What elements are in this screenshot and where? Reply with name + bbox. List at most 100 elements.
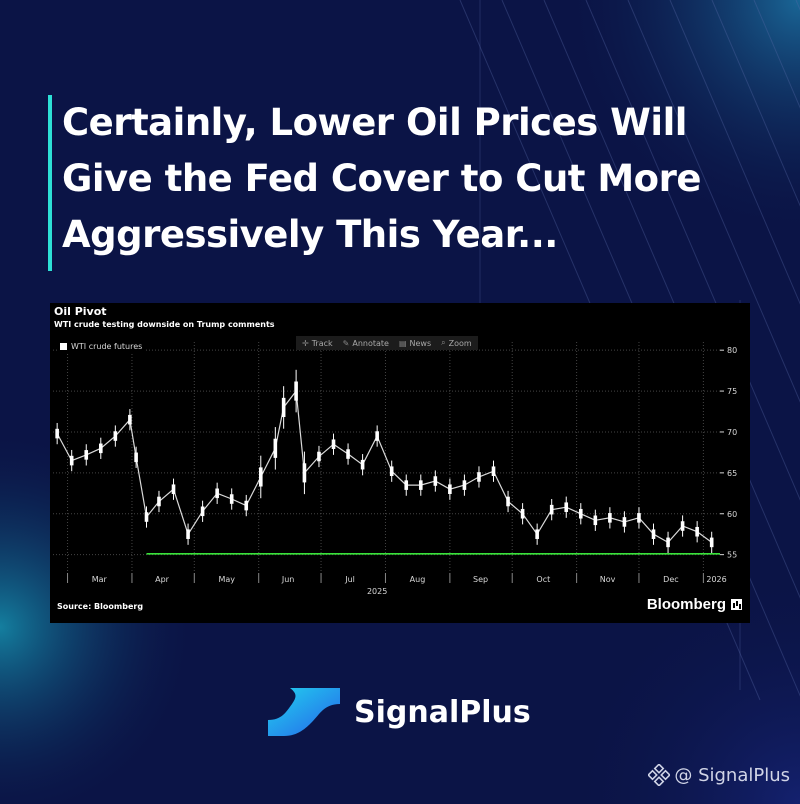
price-bar-body [695, 526, 699, 537]
price-bar-body [448, 484, 452, 494]
price-bar-body [389, 466, 394, 477]
price-bar-body [709, 537, 714, 548]
y-tick-label: 60 [727, 510, 737, 519]
annotate-button[interactable]: ✎ Annotate [343, 338, 389, 348]
price-bar-body [294, 381, 298, 401]
zoom-label: Zoom [448, 338, 472, 348]
price-bar-body [69, 455, 74, 466]
price-bar-body [462, 480, 467, 490]
price-bar-body [680, 521, 685, 531]
headline-line-2: Give the Fed Cover to Cut More [62, 157, 701, 200]
binance-square-icon [648, 764, 671, 786]
x-tick-label: Jul [344, 575, 355, 584]
price-bar-body [564, 502, 569, 512]
price-bar-body [622, 517, 627, 527]
chart-subtitle: WTI crude testing downside on Trump comm… [54, 320, 275, 329]
x-tick-label: Apr [155, 575, 170, 584]
price-bar-body [186, 529, 190, 539]
x-tick-label: Dec [663, 575, 678, 584]
price-bar-body [171, 484, 176, 494]
x-tick-label: Mar [92, 575, 108, 584]
y-tick-label: 70 [727, 428, 737, 437]
headline: Certainly, Lower Oil Prices Will Give th… [48, 95, 762, 271]
price-bar-body [491, 466, 496, 477]
price-bar-body [273, 438, 278, 458]
price-bar-body [651, 529, 656, 539]
price-bar-body [375, 431, 379, 441]
price-bar-body [520, 508, 525, 519]
diagonal-line [669, 0, 800, 305]
price-bar-body [360, 459, 365, 470]
price-bar-body [258, 467, 263, 487]
handle-text: @ SignalPlus [674, 764, 790, 786]
legend-label: WTI crude futures [71, 342, 143, 351]
price-bar-body [244, 500, 249, 511]
price-bar-body [215, 488, 219, 499]
price-bar-body [317, 451, 321, 462]
price-bar-body [578, 508, 583, 519]
news-icon: ▤ [398, 338, 407, 348]
x-tick-label: Nov [600, 575, 616, 584]
bloomberg-chart-icon [731, 599, 742, 610]
x-tick-label: Sep [473, 575, 488, 584]
bloomberg-logo: Bloomberg [647, 596, 742, 613]
brand-name: SignalPlus [354, 694, 531, 730]
price-line [56, 389, 713, 544]
chart-toolbar: ✛ Track ✎ Annotate ▤ News ⌕ Zoom [296, 336, 478, 350]
headline-line-1: Certainly, Lower Oil Prices Will [62, 101, 687, 144]
price-bar-body [637, 513, 641, 523]
x-year-label: 2025 [367, 587, 387, 596]
chart-panel: 55 60 65 70 75 80 Mar Apr May Jun Jul Aug Sep Oct Nov D… [50, 303, 750, 623]
price-bar-body [134, 452, 138, 463]
price-bar-body [477, 472, 481, 482]
price-bar-body [55, 428, 59, 439]
headline-line-3: Aggressively This Year... [62, 213, 558, 256]
y-tick-label: 75 [727, 387, 737, 396]
oil-price-chart[interactable]: 55 60 65 70 75 80 Mar Apr May Jun Jul Aug Sep Oct Nov D… [50, 303, 750, 623]
price-bar-body [506, 496, 510, 507]
news-button[interactable]: ▤ News [399, 338, 431, 348]
price-bar-body [418, 480, 423, 490]
legend-swatch [60, 343, 67, 350]
y-tick-label: 55 [727, 551, 737, 560]
price-bar-body [229, 494, 234, 504]
annotate-label: Annotate [352, 338, 389, 348]
x-tick-label: Jun [281, 575, 295, 584]
x-tick-label: 2026 [706, 575, 726, 584]
chart-legend: WTI crude futures [57, 341, 146, 352]
signalplus-logo-icon [268, 688, 340, 736]
price-bar-body [98, 443, 103, 454]
price-bar-body [113, 431, 118, 441]
x-tick-label: Oct [536, 575, 550, 584]
social-handle: @ SignalPlus [648, 764, 790, 786]
brand-footer: SignalPlus [268, 688, 531, 736]
track-icon: ✛ [302, 338, 309, 348]
diagonal-line [627, 0, 800, 403]
chart-source: Source: Bloomberg [57, 602, 144, 611]
zoom-button[interactable]: ⌕ Zoom [441, 338, 472, 348]
track-button[interactable]: ✛ Track [302, 338, 333, 348]
price-bar-body [302, 463, 307, 483]
price-bar-body [433, 476, 438, 486]
zoom-icon: ⌕ [441, 338, 446, 347]
price-bar-body [144, 512, 149, 522]
x-tick-label: May [219, 575, 236, 584]
annotate-icon: ✎ [342, 338, 350, 348]
price-bar-body [666, 537, 670, 548]
x-tick-label: Aug [410, 575, 426, 584]
price-bar-body [404, 480, 409, 490]
price-bar-body [200, 506, 205, 517]
price-bar-body [593, 515, 598, 526]
y-tick-label: 80 [727, 346, 737, 355]
chart-title: Oil Pivot [54, 305, 107, 318]
price-bar-body [346, 449, 350, 459]
price-bar-body [84, 450, 89, 460]
diagonal-line [711, 0, 800, 207]
price-bar-body [128, 414, 132, 425]
price-bar-body [331, 439, 336, 450]
track-label: Track [311, 338, 333, 348]
price-bar-body [549, 504, 554, 515]
price-bar-body [535, 529, 539, 539]
price-bar-body [157, 496, 161, 507]
news-label: News [409, 338, 432, 348]
